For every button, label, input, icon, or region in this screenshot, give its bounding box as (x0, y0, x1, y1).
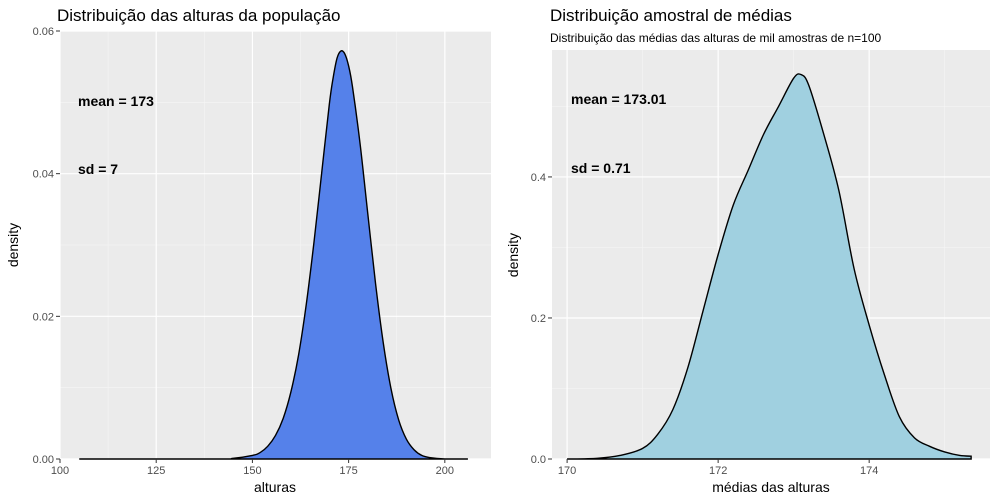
right-x-tick-label: 170 (558, 465, 576, 477)
right-mean-annotation: mean = 173.01 (571, 91, 667, 107)
right-plot: Distribuição amostral de médias Distribu… (505, 6, 990, 495)
left-plot: Distribuição das alturas da população 0.… (5, 6, 491, 495)
right-x-ticks: 170 172 174 (558, 459, 878, 477)
right-chart-subtitle: Distribuição das médias das alturas de m… (550, 31, 881, 45)
left-sd-annotation: sd = 7 (78, 161, 118, 177)
right-chart-title: Distribuição amostral de médias (550, 6, 792, 25)
left-x-axis-label: alturas (254, 479, 296, 495)
left-y-tick-label: 0.02 (33, 311, 54, 323)
right-y-tick-label: 0.2 (531, 313, 546, 325)
right-x-axis-label: médias das alturas (712, 479, 830, 495)
left-x-tick-label: 125 (147, 465, 165, 477)
right-y-ticks: 0.0 0.2 0.4 (531, 172, 552, 466)
left-x-ticks: 100 125 150 175 200 (51, 459, 454, 477)
right-sd-annotation: sd = 0.71 (571, 160, 631, 176)
left-density-area (79, 50, 468, 460)
left-y-tick-label: 0.06 (33, 26, 54, 38)
right-y-axis-label: density (505, 233, 521, 277)
left-y-tick-label: 0.04 (33, 169, 54, 181)
right-x-tick-label: 174 (860, 465, 878, 477)
left-x-tick-label: 100 (51, 465, 69, 477)
left-mean-annotation: mean = 173 (78, 93, 154, 109)
right-y-tick-label: 0.0 (531, 454, 546, 466)
left-chart-title: Distribuição das alturas da população (57, 6, 341, 25)
left-y-tick-label: 0.00 (33, 454, 54, 466)
right-density-area (567, 73, 972, 460)
left-x-tick-label: 200 (436, 465, 454, 477)
left-y-axis-label: density (5, 223, 21, 267)
left-x-tick-label: 175 (339, 465, 357, 477)
left-x-tick-label: 150 (243, 465, 261, 477)
right-y-tick-label: 0.4 (531, 172, 546, 184)
right-x-tick-label: 172 (709, 465, 727, 477)
left-y-ticks: 0.00 0.02 0.04 0.06 (33, 26, 60, 466)
